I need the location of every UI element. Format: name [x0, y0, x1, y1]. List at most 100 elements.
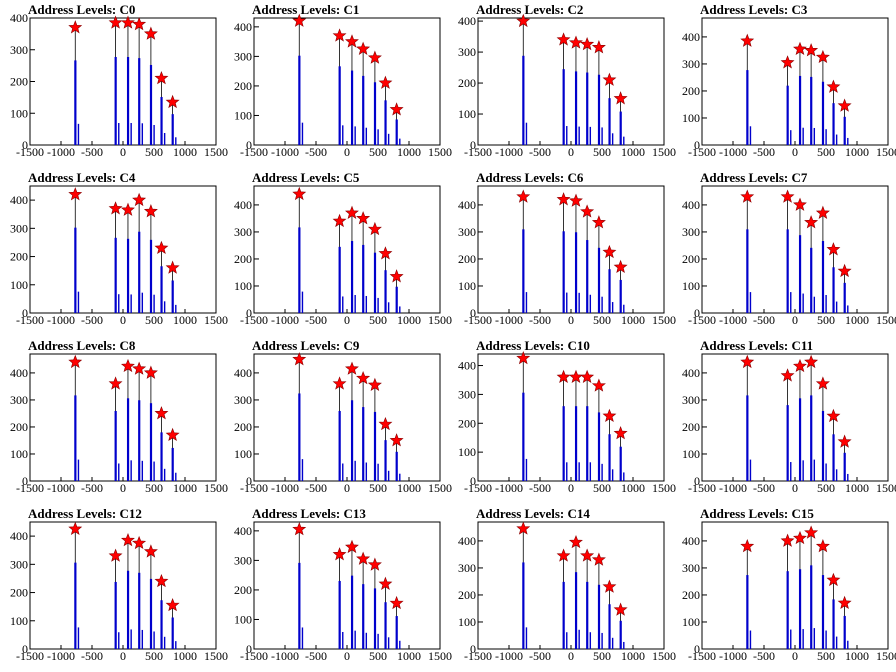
histogram-bar — [597, 584, 601, 649]
histogram-bar — [608, 98, 611, 145]
x-tick-label: -500 — [81, 313, 103, 327]
histogram-bar-side — [835, 636, 838, 649]
peak-star-marker — [740, 33, 755, 47]
peak-star-marker — [367, 50, 382, 64]
peak-star-marker — [143, 365, 158, 379]
histogram-bar-side — [623, 472, 625, 481]
histogram-bar-side — [118, 463, 120, 481]
x-tick-label: 1500 — [204, 649, 228, 663]
histogram-bar-side — [153, 461, 155, 481]
histogram-bar — [786, 85, 789, 145]
axes-frame — [29, 185, 217, 314]
x-tick-label: -1500 — [16, 481, 44, 495]
histogram-bar — [798, 569, 802, 649]
histogram-bar — [798, 235, 802, 313]
histogram-bar-side — [342, 296, 344, 313]
y-tick-label: 200 — [458, 588, 476, 602]
x-tick-label: -1000 — [47, 313, 75, 327]
x-tick-label: 0 — [792, 649, 798, 663]
x-tick-label: -1500 — [240, 145, 268, 159]
y-tick-label: 100 — [682, 615, 700, 629]
histogram-bar — [562, 581, 565, 649]
histogram-bar — [338, 580, 341, 649]
histogram-bar-side — [835, 469, 838, 481]
histogram-bar-side — [175, 304, 177, 313]
histogram-bar — [821, 575, 825, 649]
histogram-bar-side — [301, 122, 304, 145]
histogram-bar-side — [130, 629, 132, 649]
histogram-bar — [74, 60, 77, 145]
y-tick-label: 300 — [10, 393, 28, 407]
peak-star-marker — [367, 377, 382, 391]
histogram-bar-side — [813, 296, 816, 313]
histogram-bar-side — [790, 629, 792, 649]
peak-star-marker — [580, 204, 595, 218]
chart-svg: Address Levels: C9 0 100 200 300 400 -1500 -100… — [234, 338, 452, 495]
histogram-bar — [608, 604, 611, 649]
chart-svg: Address Levels: C11 0 100 200 300 400 -1500 -10… — [682, 338, 896, 495]
histogram-bar — [373, 411, 377, 481]
peak-star-marker — [602, 244, 617, 259]
y-tick-label: 100 — [458, 445, 476, 459]
histogram-bar-side — [399, 473, 401, 481]
histogram-bar — [597, 412, 601, 481]
y-tick-label: 300 — [682, 393, 700, 407]
histogram-bar-side — [130, 122, 132, 145]
y-tick-label: 400 — [10, 529, 28, 543]
y-tick-label: 100 — [234, 279, 252, 293]
y-tick-label: 0 — [22, 138, 28, 152]
peak-star-marker — [556, 369, 571, 383]
histogram-bar — [160, 600, 163, 649]
x-tick-label: -500 — [529, 649, 551, 663]
y-tick-label: 200 — [458, 76, 476, 90]
histogram-bar — [384, 440, 387, 481]
axes-frame — [29, 521, 217, 650]
axes-frame — [701, 17, 889, 146]
x-tick-label: 1500 — [876, 481, 896, 495]
x-tick-label: 1000 — [397, 481, 421, 495]
peak-star-marker — [793, 41, 807, 55]
x-tick-label: 1500 — [204, 313, 228, 327]
histogram-bar — [395, 119, 398, 145]
histogram-bar — [74, 395, 77, 481]
peak-star-marker — [804, 43, 819, 57]
x-tick-label: 1000 — [621, 481, 645, 495]
chart-panel-13: Address Levels: C13 0 100 200 300 400 -1500 -10… — [224, 504, 452, 672]
y-tick-label: 300 — [682, 225, 700, 239]
histogram-bar-side — [749, 126, 752, 145]
axes-frame — [477, 17, 665, 146]
y-tick-label: 200 — [10, 250, 28, 264]
histogram-bar — [522, 562, 525, 649]
y-tick-label: 400 — [682, 366, 700, 380]
histogram-bar — [786, 229, 789, 313]
y-tick-label: 0 — [246, 642, 252, 656]
x-tick-label: 1500 — [428, 481, 452, 495]
histogram-bar-side — [847, 473, 849, 481]
histogram-bar-side — [342, 631, 344, 649]
chart-title: Address Levels: C1 — [252, 2, 359, 17]
y-tick-label: 100 — [10, 614, 28, 628]
x-tick-label: -1000 — [719, 481, 747, 495]
histogram-bar-side — [175, 641, 177, 649]
histogram-bar-side — [399, 306, 401, 313]
histogram-bar — [574, 232, 578, 313]
chart-svg: Address Levels: C13 0 100 200 300 400 -1500 -10… — [234, 506, 452, 663]
histogram-bar-side — [301, 291, 304, 313]
histogram-bar — [338, 246, 341, 313]
y-tick-label: 200 — [10, 586, 28, 600]
peak-star-marker — [345, 539, 359, 554]
x-tick-label: 1000 — [845, 481, 869, 495]
peak-star-marker — [292, 13, 307, 27]
x-tick-label: -500 — [753, 145, 775, 159]
y-tick-label: 200 — [234, 420, 252, 434]
y-tick-label: 400 — [458, 534, 476, 548]
histogram-bar-side — [589, 462, 592, 481]
y-tick-label: 200 — [234, 583, 252, 597]
histogram-bar — [597, 74, 601, 145]
x-tick-label: 1500 — [652, 313, 676, 327]
peak-star-marker — [837, 98, 852, 112]
x-tick-label: -500 — [81, 481, 103, 495]
y-tick-label: 0 — [694, 474, 700, 488]
x-tick-label: -1000 — [271, 481, 299, 495]
